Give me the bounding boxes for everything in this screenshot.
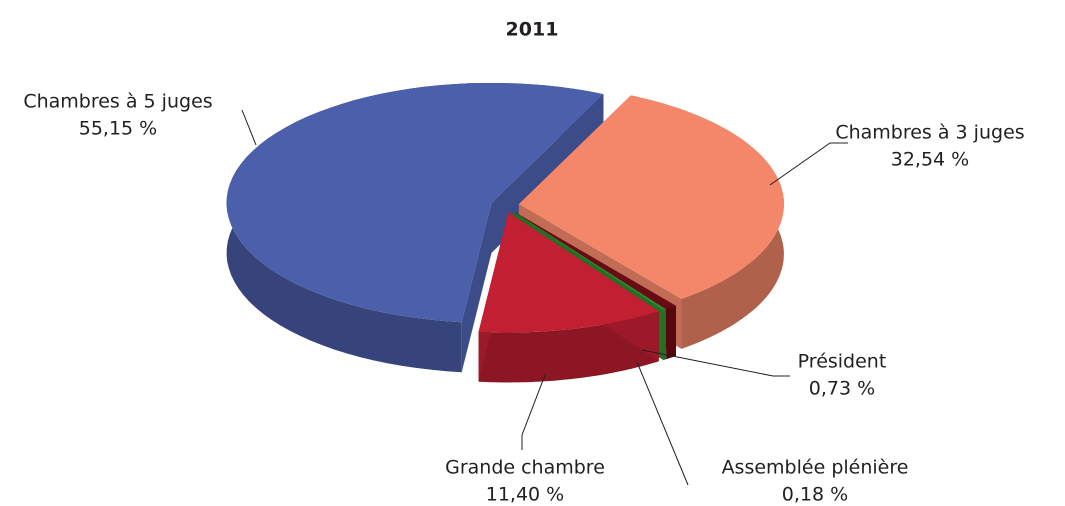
slice-label: Chambres à 3 juges — [835, 122, 1024, 144]
chart-title: 2011 — [506, 19, 559, 41]
value-label: 11,40 % — [486, 484, 565, 506]
value-label: 32,54 % — [891, 149, 970, 171]
leader-line — [636, 361, 689, 486]
slice — [478, 212, 659, 333]
slice — [513, 211, 676, 310]
slice-label: Chambres à 5 juges — [23, 91, 212, 113]
value-label: 0,73 % — [809, 378, 875, 400]
leader-line — [769, 142, 848, 186]
leader-line — [241, 109, 257, 146]
slice — [513, 211, 666, 311]
value-label: 55,15 % — [79, 118, 158, 140]
slice-label: Grande chambre — [445, 457, 605, 479]
slice — [226, 83, 604, 323]
leader-line — [521, 374, 546, 450]
slice-face — [461, 202, 492, 373]
value-label: 0,18 % — [782, 484, 848, 506]
slice-label: Assemblée plénière — [722, 457, 909, 479]
leader-line — [641, 349, 790, 377]
slice — [518, 95, 784, 299]
slice-label: Président — [798, 351, 887, 373]
